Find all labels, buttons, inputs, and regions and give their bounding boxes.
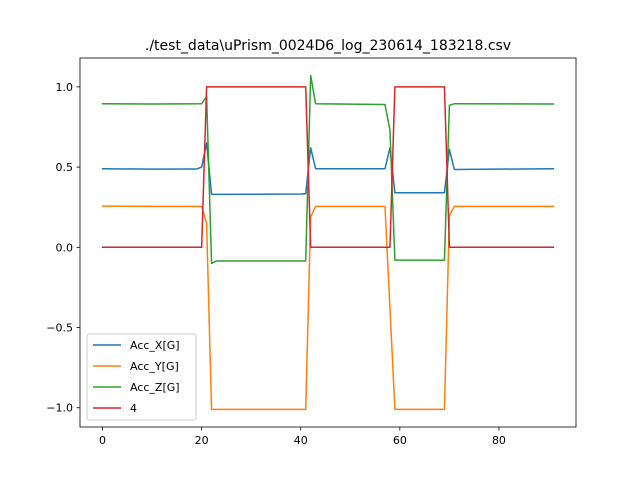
y-axis: −1.0 −0.5 0.0 0.5 1.0 bbox=[46, 81, 80, 415]
y-tick-label: 0.5 bbox=[56, 161, 74, 174]
y-tick-label: 0.0 bbox=[56, 241, 74, 254]
x-tick-label: 0 bbox=[99, 434, 106, 447]
y-tick-label: −1.0 bbox=[46, 402, 73, 415]
legend-label-2: Acc_Z[G] bbox=[130, 381, 180, 394]
legend-label-3: 4 bbox=[130, 402, 137, 415]
y-tick-label: −0.5 bbox=[46, 322, 73, 335]
series-line-3 bbox=[101, 86, 555, 249]
x-tick-label: 60 bbox=[393, 434, 407, 447]
series-layer bbox=[101, 74, 555, 411]
plot-frame bbox=[79, 57, 577, 428]
chart-title: ./test_data\uPrism_0024D6_log_230614_183… bbox=[145, 38, 511, 54]
x-axis: 0 20 40 60 80 bbox=[99, 427, 506, 447]
y-tick-label: 1.0 bbox=[56, 81, 74, 94]
legend-label-0: Acc_X[G] bbox=[130, 339, 180, 352]
legend-label-1: Acc_Y[G] bbox=[130, 360, 179, 373]
x-tick-label: 20 bbox=[195, 434, 209, 447]
legend: Acc_X[G] Acc_Y[G] Acc_Z[G] 4 bbox=[86, 333, 197, 421]
x-tick-label: 80 bbox=[492, 434, 506, 447]
series-line-0 bbox=[101, 142, 555, 196]
legend-box bbox=[86, 333, 197, 421]
x-tick-label: 40 bbox=[294, 434, 308, 447]
